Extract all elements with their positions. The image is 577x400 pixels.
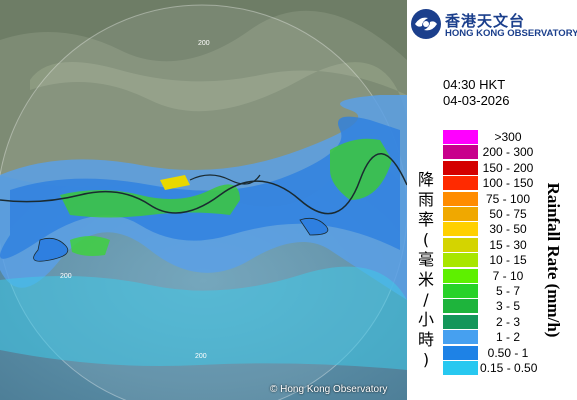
legend-label: 100 - 150 [482, 176, 534, 191]
legend-swatch [443, 361, 478, 375]
legend-swatch [443, 207, 478, 221]
radar-map: 200 200 200 © Hong Kong Observatory [0, 0, 407, 400]
hko-emblem-icon [411, 9, 441, 39]
legend-label: 10 - 15 [489, 253, 527, 268]
legend-swatch [443, 299, 478, 314]
hko-logo: 香港天文台 HONG KONG OBSERVATORY [410, 6, 577, 42]
legend-swatch [443, 176, 478, 191]
legend-swatch [443, 330, 478, 345]
legend-swatch [443, 191, 478, 206]
rain-band-moderate [0, 116, 400, 259]
legend-label: 200 - 300 [482, 145, 534, 160]
copyright-text: © Hong Kong Observatory [270, 384, 388, 395]
island [299, 217, 329, 236]
legend-label: 7 - 10 [492, 268, 524, 283]
logo-english-name: HONG KONG OBSERVATORY [445, 28, 577, 39]
time-date: 04-03-2026 [443, 93, 510, 108]
legend-swatch [443, 314, 478, 329]
logo-chinese-name: 香港天文台 [445, 12, 526, 30]
terrain-ridge [30, 62, 407, 120]
legend-title-english: Rainfall Rate (mm/h) [544, 182, 563, 338]
rain-cell-yellow [160, 175, 190, 190]
legend-swatch [443, 284, 478, 298]
time-clock: 04:30 HKT [443, 77, 506, 92]
rain-cell-green-3 [70, 236, 110, 256]
legend-swatch [443, 345, 478, 360]
coastline [0, 153, 407, 215]
legend-swatch [443, 160, 478, 175]
range-ring-label-south: 200 [195, 353, 207, 360]
legend-swatch [443, 237, 478, 252]
legend-label: 0.15 - 0.50 [480, 361, 538, 375]
legend-swatch [443, 145, 478, 160]
legend-swatch [443, 268, 478, 283]
coastline-hk [189, 174, 261, 185]
legend-label: 15 - 30 [489, 237, 527, 252]
legend-swatch [443, 222, 478, 237]
radar-map-canvas: 200 200 200 [0, 0, 407, 400]
legend-label: 3 - 5 [495, 299, 520, 314]
legend-label: 5 - 7 [495, 284, 520, 298]
legend-panel [407, 0, 577, 400]
legend-label: 2 - 3 [495, 314, 520, 329]
legend-swatch [443, 130, 478, 144]
legend-title-chinese: 降雨率(毫米 / 小時) [417, 170, 434, 369]
legend-label: 150 - 200 [482, 160, 534, 175]
range-ring-label-west: 200 [60, 273, 72, 280]
island [33, 237, 69, 262]
legend-label: 1 - 2 [495, 330, 520, 345]
legend-swatch [443, 253, 478, 268]
legend-label: 30 - 50 [489, 222, 527, 237]
legend-label: >300 [494, 130, 522, 144]
legend-label: 0.50 - 1 [487, 345, 529, 360]
legend-label: 75 - 100 [485, 191, 531, 206]
timestamp: 04:30 HKT 04-03-2026 [443, 77, 510, 109]
range-ring-label-north: 200 [198, 40, 210, 47]
rain-band-drizzle [0, 266, 407, 370]
legend-label: 50 - 75 [489, 207, 527, 221]
mountain-area [0, 0, 407, 62]
